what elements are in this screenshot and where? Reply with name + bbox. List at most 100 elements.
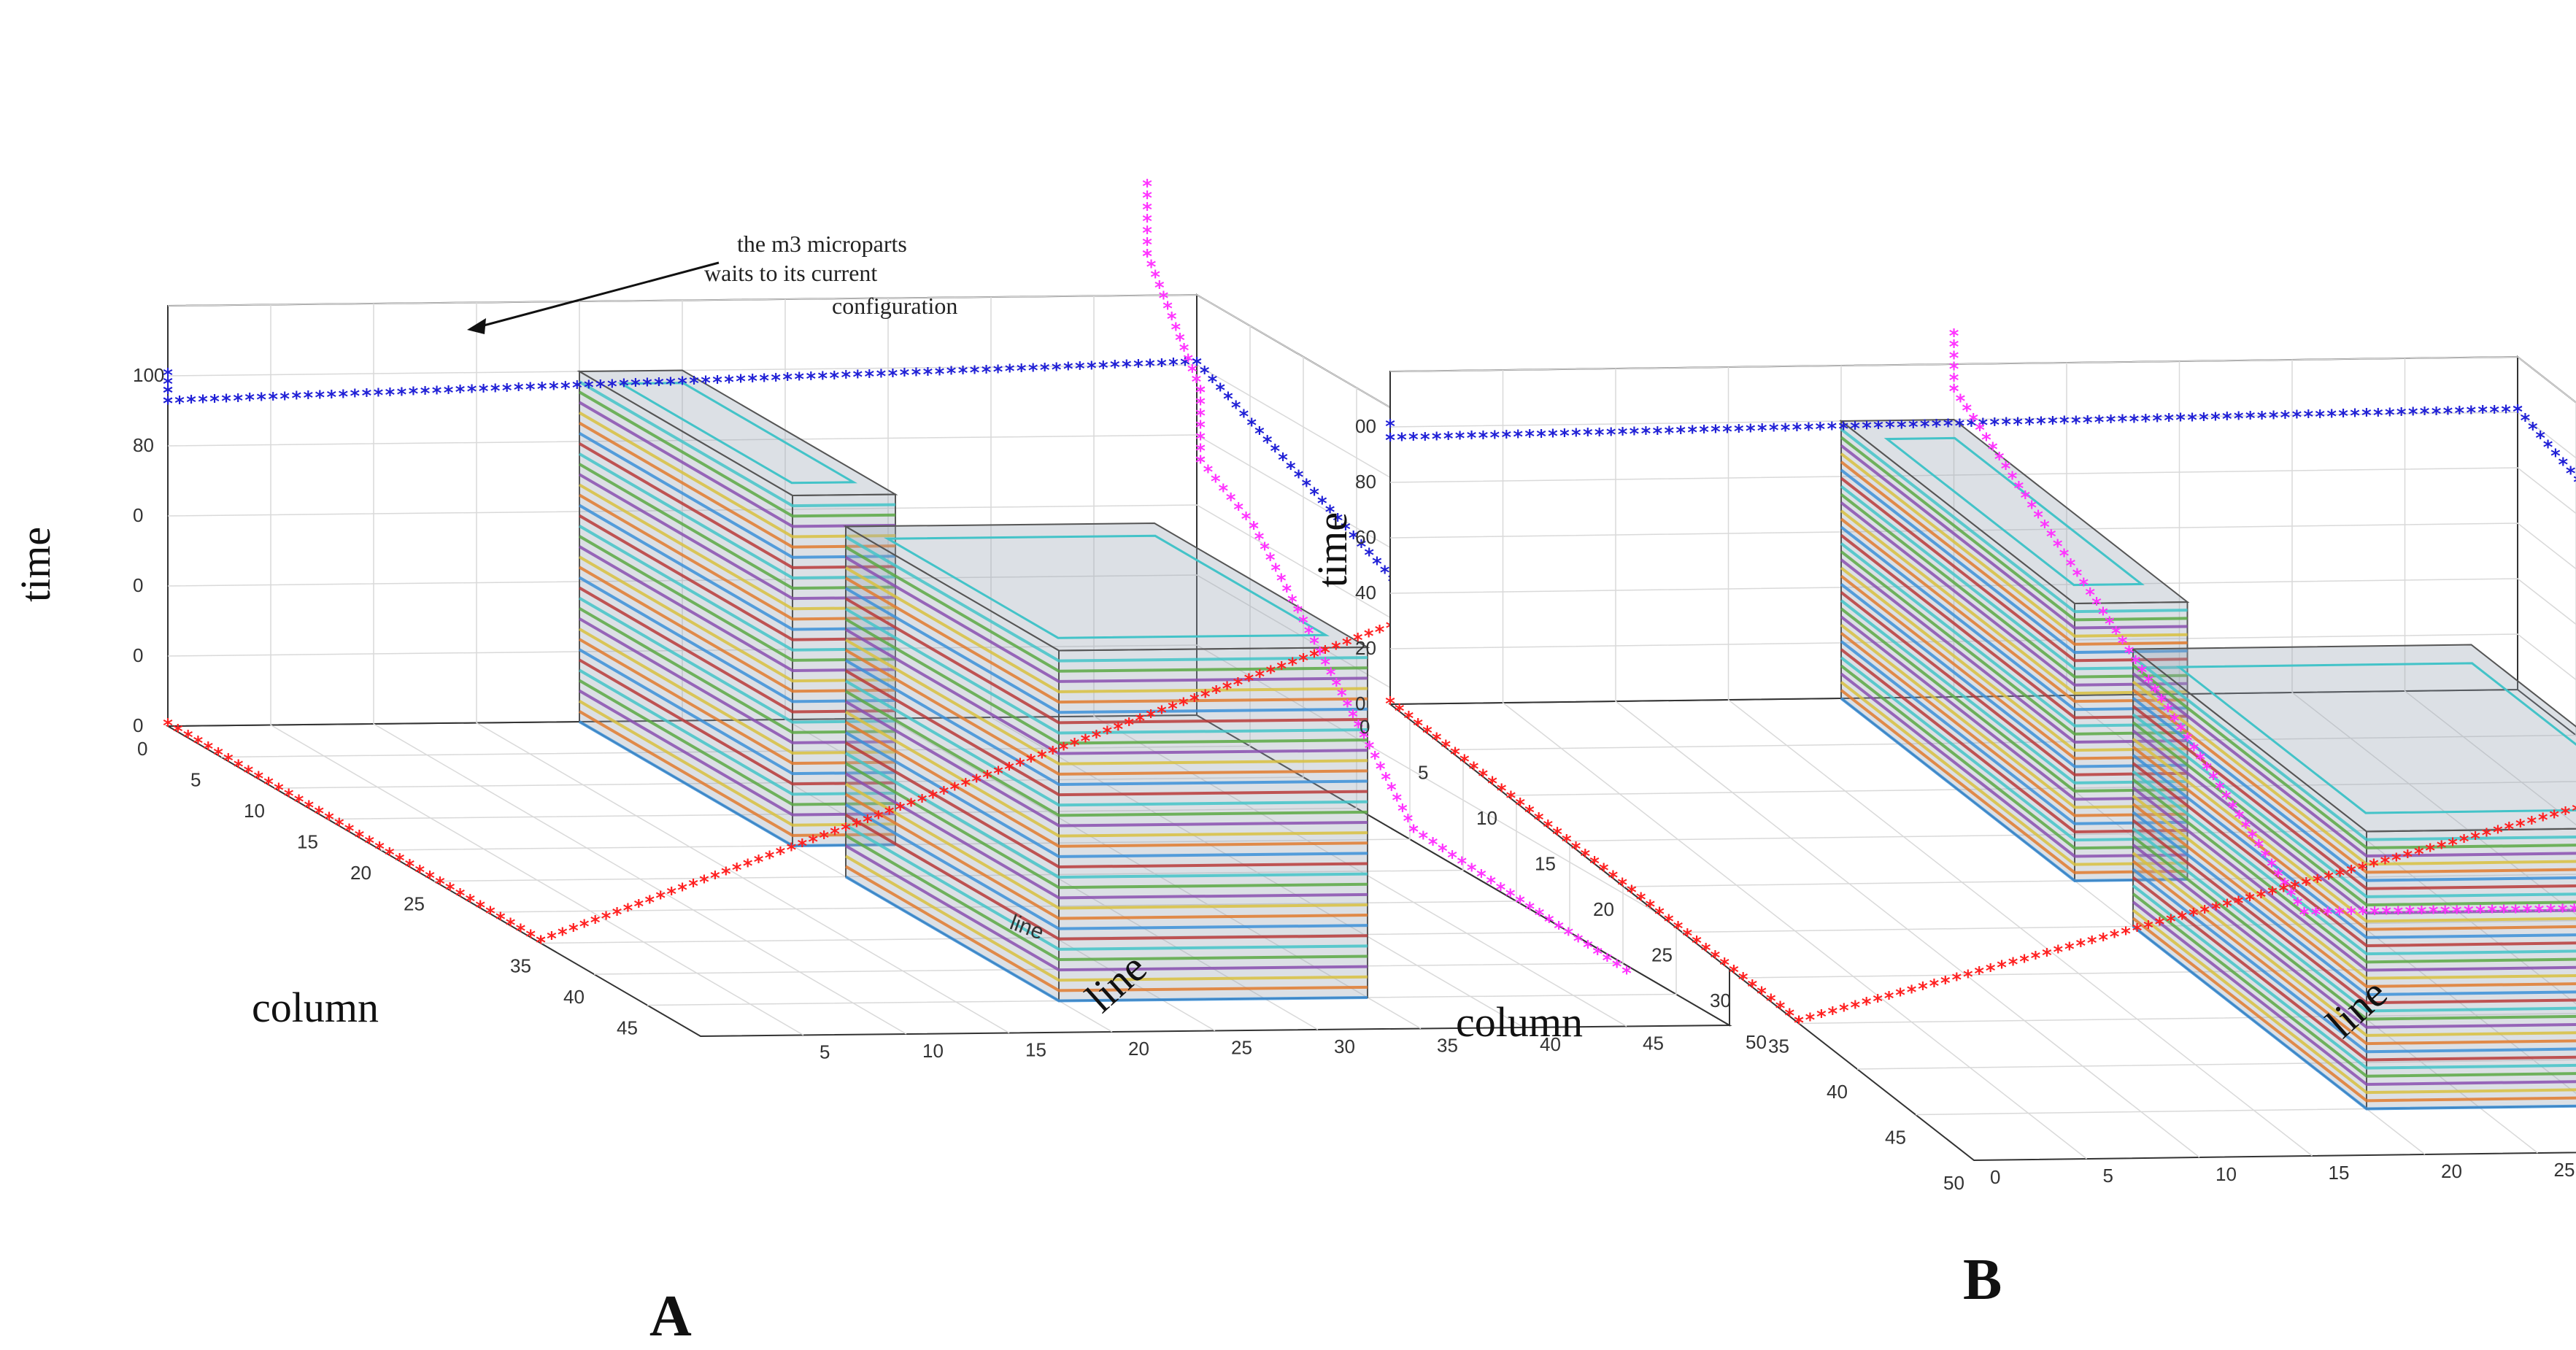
- trajectory-point: *: [1142, 176, 1152, 198]
- trajectory-point: *: [1403, 811, 1414, 833]
- trajectory-point: *: [1103, 722, 1113, 744]
- trajectory-point: *: [2538, 810, 2548, 832]
- obstacle-stripe: [1840, 533, 2188, 720]
- obstacle-stripe: [2132, 696, 2576, 882]
- trajectory-point: *: [2420, 404, 2430, 425]
- trajectory-point: *: [186, 392, 196, 414]
- trajectory-point: *: [2313, 871, 2323, 893]
- obstacle-stripe: [844, 576, 1368, 704]
- trajectory-point: *: [2561, 803, 2571, 825]
- trajectory-point: *: [304, 798, 315, 819]
- grid-line: [1389, 412, 2576, 459]
- obstacle-face: [2131, 644, 2576, 833]
- trajectory-point: *: [2054, 942, 2064, 964]
- trajectory-point: *: [2402, 846, 2413, 868]
- trajectory-point: *: [2528, 419, 2538, 441]
- trajectory-point: *: [1195, 382, 1206, 404]
- trajectory-point: *: [163, 382, 173, 404]
- line-tick-label: 5: [2103, 1165, 2113, 1187]
- obstacle-stripe: [2132, 925, 2576, 1111]
- obstacle-box: [1839, 418, 2190, 883]
- trajectory-point: *: [1375, 622, 1385, 644]
- trajectory-point: *: [2020, 487, 2030, 509]
- trajectory-point: *: [2187, 409, 2197, 431]
- grid-line: [1389, 467, 2576, 514]
- obstacle-stripe: [2132, 819, 2576, 1005]
- trajectory-point: *: [2267, 884, 2278, 906]
- trajectory-point: *: [982, 767, 992, 789]
- trajectory-point: *: [2361, 405, 2372, 427]
- trajectory-point: *: [2452, 902, 2462, 924]
- obstacle-face: [1839, 418, 2190, 605]
- trajectory-point: *: [2221, 788, 2232, 810]
- trajectory-point: *: [2558, 900, 2568, 922]
- trajectory-point: *: [1828, 1003, 1838, 1025]
- trajectory-point: *: [666, 884, 676, 906]
- trajectory-point: *: [2526, 813, 2537, 835]
- trajectory-point: *: [724, 371, 734, 393]
- trajectory-point: *: [536, 933, 546, 954]
- trajectory-point: *: [1428, 834, 1438, 856]
- trajectory-point: *: [2195, 749, 2205, 771]
- trajectory-point: *: [2417, 903, 2427, 925]
- trajectory-point: *: [642, 375, 652, 397]
- trajectory-point: *: [1150, 267, 1160, 289]
- column-tick-label: 25: [1651, 944, 1673, 966]
- grid-line: [1565, 827, 2576, 842]
- trajectory-point: *: [525, 926, 536, 948]
- trajectory-point: *: [209, 391, 220, 413]
- trajectory-point: *: [1146, 706, 1156, 728]
- trajectory-point: *: [2177, 908, 2187, 930]
- trajectory-point: *: [1515, 795, 1525, 817]
- line-tick-label: 50: [1746, 1031, 1767, 1053]
- trajectory-point: *: [2381, 903, 2391, 925]
- trajectory-point: *: [798, 836, 808, 857]
- trajectory-point: *: [163, 374, 173, 396]
- trajectory-point: *: [630, 375, 641, 397]
- trajectory-point: *: [1187, 361, 1198, 383]
- trajectory-point: *: [2170, 710, 2180, 732]
- trajectory-point: *: [2228, 798, 2238, 819]
- trajectory-point: *: [1385, 430, 1395, 452]
- trajectory-point: *: [2279, 880, 2289, 902]
- trajectory-point: *: [1850, 418, 1860, 440]
- obstacle-rim: [2175, 662, 2576, 814]
- grid-line: [1740, 966, 2576, 979]
- grid-line: [1448, 402, 2576, 751]
- trajectory-point: *: [830, 823, 840, 845]
- trajectory-point: *: [2106, 412, 2116, 433]
- column-tick-label: 40: [563, 986, 585, 1008]
- obstacle-stripe: [1840, 436, 2188, 622]
- column-axis-label-a: column: [252, 984, 379, 1031]
- trajectory-point: *: [928, 787, 938, 809]
- obstacle-stripe: [844, 669, 1368, 797]
- trajectory-point: *: [865, 366, 875, 388]
- trajectory-point: *: [2031, 948, 2041, 970]
- trajectory-point: *: [2510, 901, 2521, 923]
- trajectory-point: *: [1146, 256, 1157, 278]
- trajectory-point: *: [1385, 693, 1395, 715]
- time-tick-label: 00: [1355, 415, 1376, 437]
- trajectory-point: *: [1195, 417, 1206, 439]
- trajectory-point: *: [1722, 421, 1732, 443]
- trajectory-point: *: [2042, 945, 2052, 967]
- trajectory-point: *: [1223, 389, 1233, 411]
- trajectory-point: *: [244, 390, 255, 412]
- trajectory-point: *: [475, 897, 485, 919]
- trajectory-point: *: [759, 370, 769, 392]
- trajectory-point: *: [253, 768, 263, 790]
- trajectory-point: *: [1364, 545, 1374, 567]
- trajectory-point: *: [1052, 359, 1062, 381]
- trajectory-point: *: [1331, 675, 1341, 697]
- trajectory-point: *: [2369, 856, 2379, 878]
- trajectory-point: *: [1195, 452, 1206, 474]
- trajectory-point: *: [1564, 925, 1574, 946]
- trajectory-point: *: [1583, 425, 1593, 447]
- trajectory-point: *: [1962, 401, 1972, 423]
- trajectory-point: *: [689, 373, 699, 395]
- trajectory-point: *: [1135, 711, 1145, 733]
- column-tick-label: 5: [1418, 762, 1428, 784]
- obstacle-stripe: [1840, 599, 2188, 784]
- trajectory-point: *: [1571, 838, 1581, 860]
- trajectory-point: *: [776, 844, 786, 865]
